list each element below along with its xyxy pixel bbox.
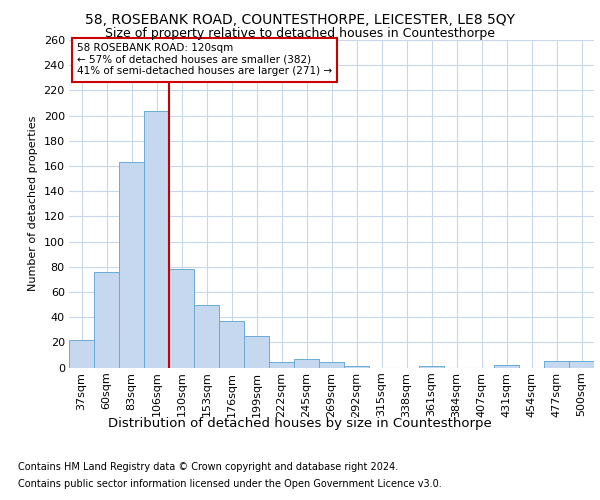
Y-axis label: Number of detached properties: Number of detached properties bbox=[28, 116, 38, 292]
Bar bbox=[294, 358, 319, 368]
Bar bbox=[494, 365, 519, 368]
Text: Contains HM Land Registry data © Crown copyright and database right 2024.: Contains HM Land Registry data © Crown c… bbox=[18, 462, 398, 472]
Bar bbox=[119, 162, 144, 368]
Text: 58, ROSEBANK ROAD, COUNTESTHORPE, LEICESTER, LE8 5QY: 58, ROSEBANK ROAD, COUNTESTHORPE, LEICES… bbox=[85, 12, 515, 26]
Bar bbox=[194, 304, 219, 368]
Bar bbox=[319, 362, 344, 368]
Bar bbox=[344, 366, 369, 368]
Text: 58 ROSEBANK ROAD: 120sqm
← 57% of detached houses are smaller (382)
41% of semi-: 58 ROSEBANK ROAD: 120sqm ← 57% of detach… bbox=[77, 44, 332, 76]
Bar bbox=[169, 269, 194, 368]
Bar bbox=[94, 272, 119, 368]
Text: Distribution of detached houses by size in Countesthorpe: Distribution of detached houses by size … bbox=[108, 418, 492, 430]
Bar bbox=[569, 361, 594, 368]
Text: Contains public sector information licensed under the Open Government Licence v3: Contains public sector information licen… bbox=[18, 479, 442, 489]
Bar bbox=[544, 361, 569, 368]
Bar bbox=[144, 110, 169, 368]
Bar bbox=[219, 321, 244, 368]
Bar bbox=[419, 366, 444, 368]
Bar bbox=[244, 336, 269, 368]
Bar bbox=[69, 340, 94, 367]
Bar bbox=[269, 362, 294, 368]
Text: Size of property relative to detached houses in Countesthorpe: Size of property relative to detached ho… bbox=[105, 28, 495, 40]
